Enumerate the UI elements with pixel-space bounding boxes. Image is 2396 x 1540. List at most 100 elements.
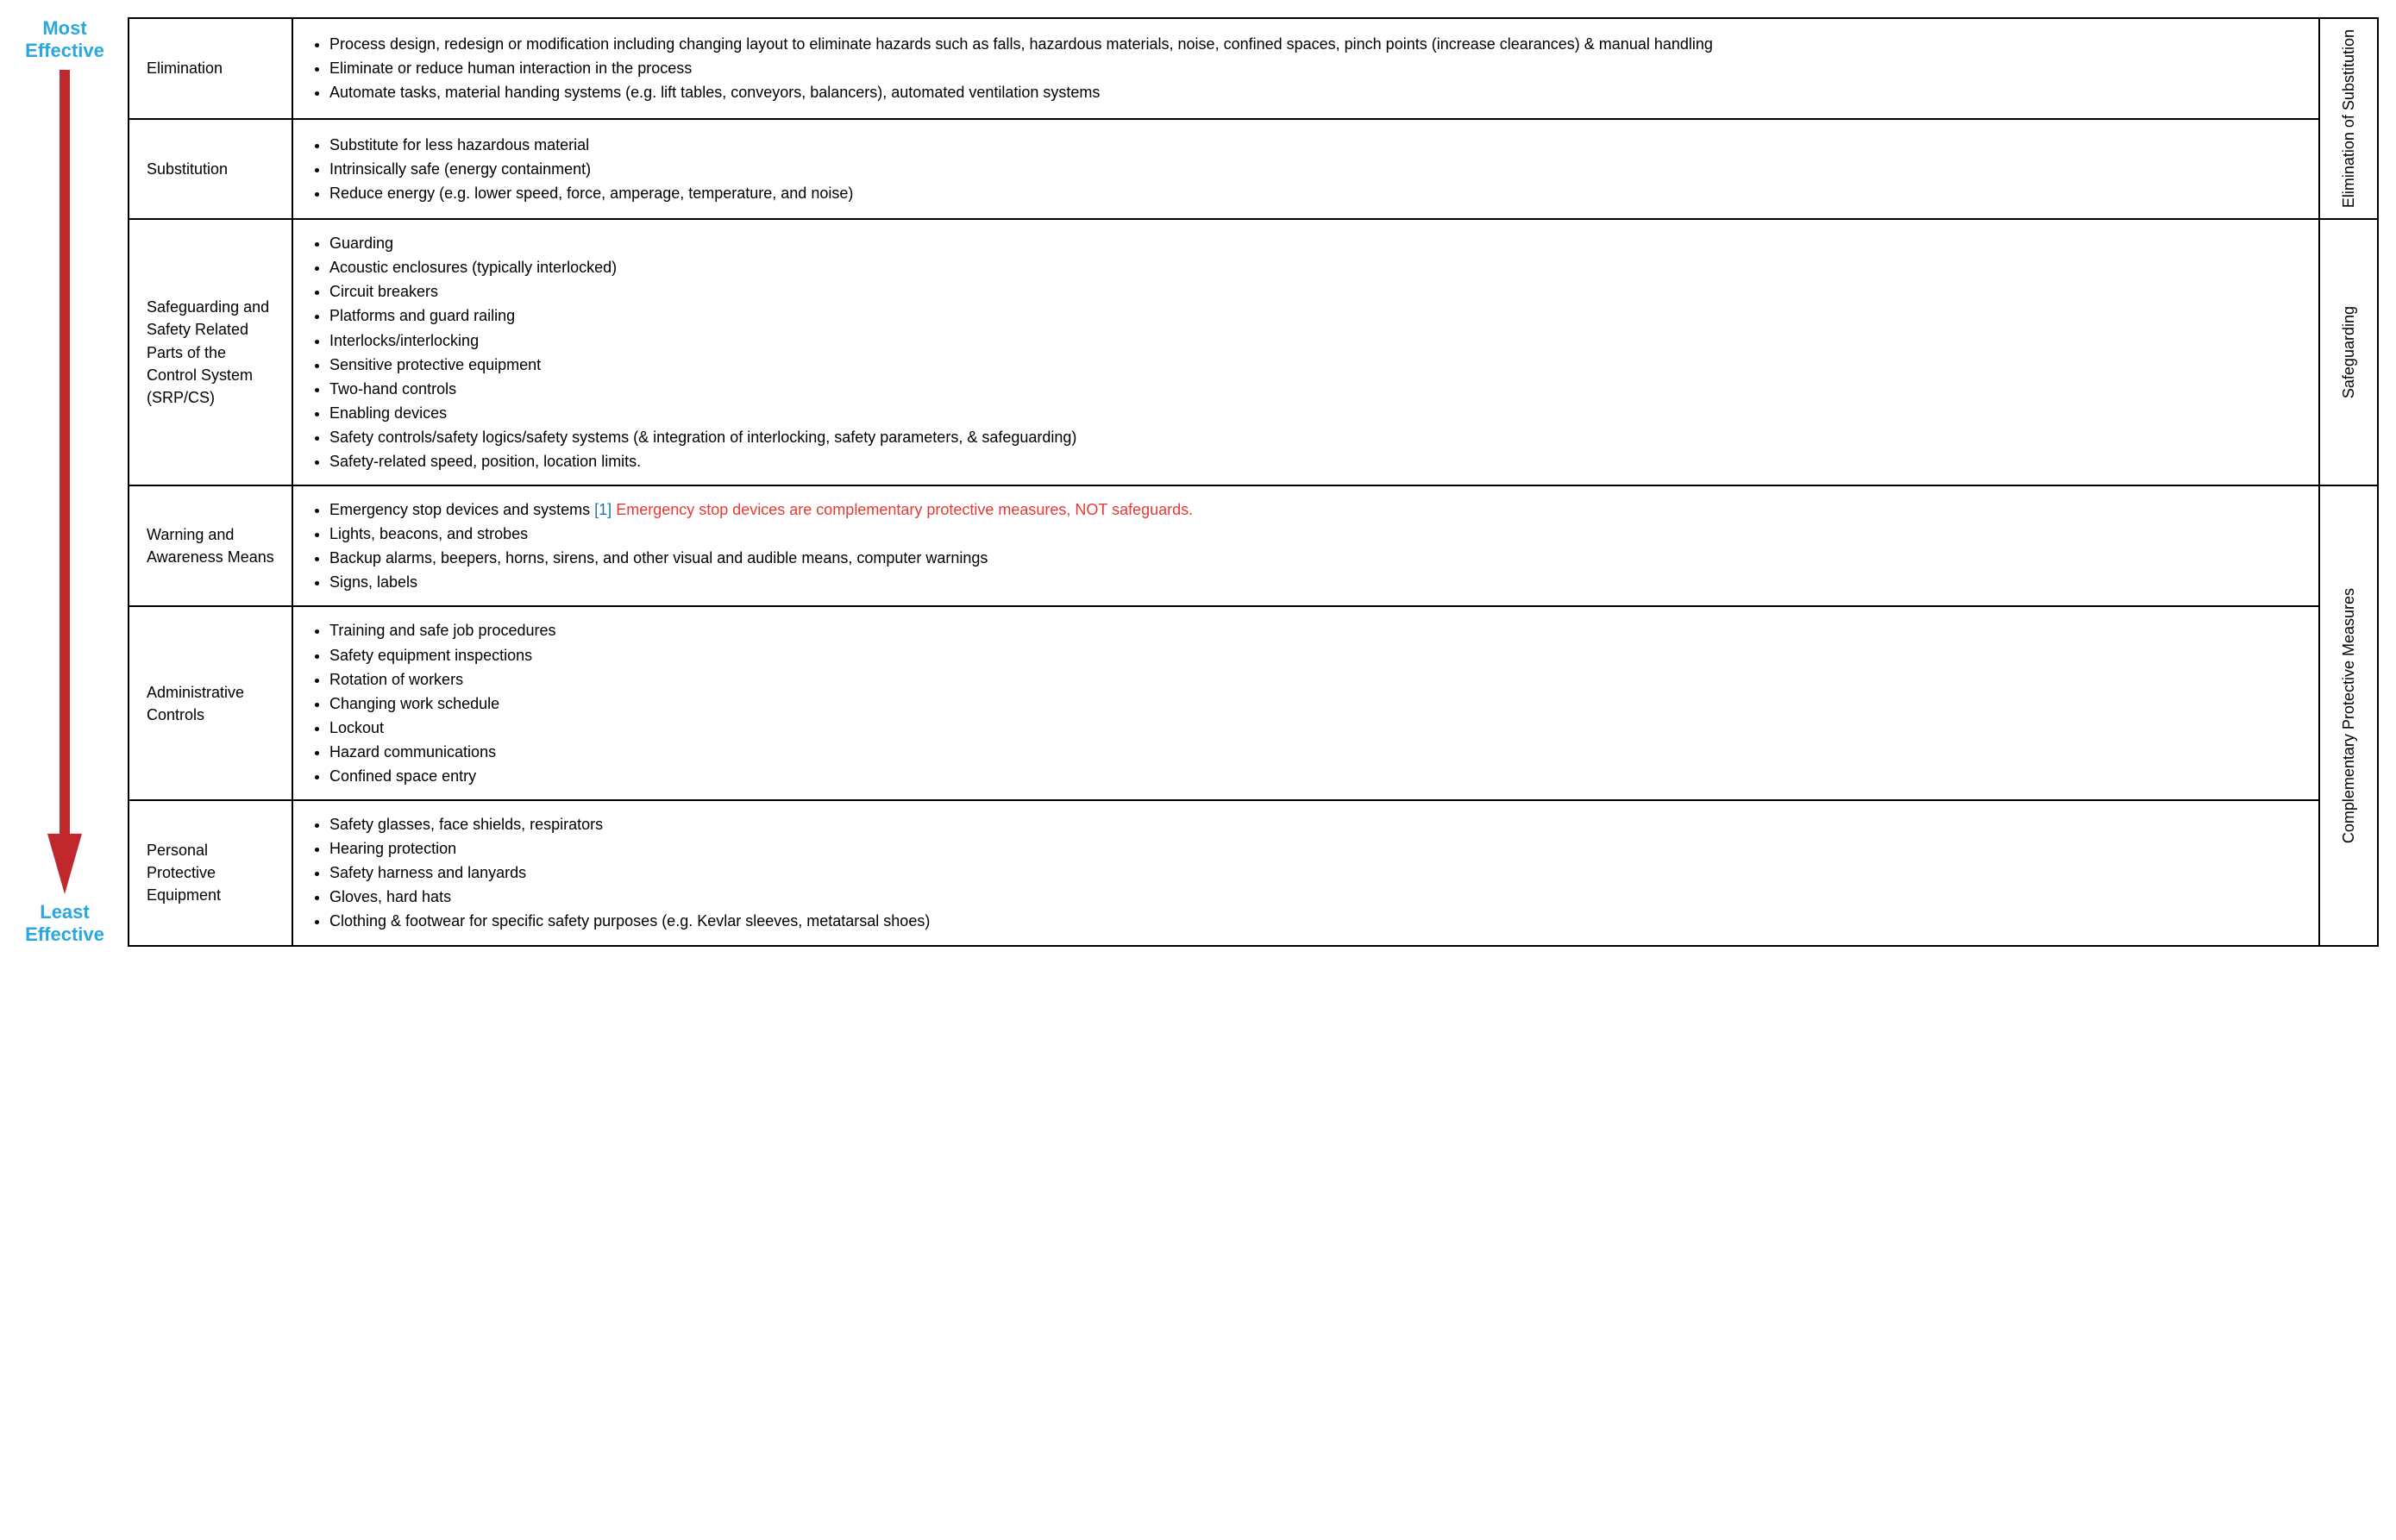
group-label-text: Elimination of Substitution <box>2337 29 2360 208</box>
list-item: Automate tasks, material handing systems… <box>329 81 2301 103</box>
row-label: Safeguarding and Safety Related Parts of… <box>129 219 292 485</box>
item-text: Automate tasks, material handing systems… <box>329 84 1100 101</box>
item-text: Hearing protection <box>329 840 456 857</box>
item-text: Acoustic enclosures (typically interlock… <box>329 259 617 276</box>
list-item: Safety controls/safety logics/safety sys… <box>329 426 2301 448</box>
list-item: Rotation of workers <box>329 668 2301 691</box>
item-text: Safety-related speed, position, location… <box>329 453 641 470</box>
item-list: Guarding Acoustic enclosures (typically i… <box>310 232 2301 473</box>
least-effective-label: Least Effective <box>25 901 104 947</box>
arrow-shaft <box>60 70 70 839</box>
item-text: Sensitive protective equipment <box>329 356 541 373</box>
group-label-text: Complementary Protective Measures <box>2337 588 2360 843</box>
list-item: Clothing & footwear for specific safety … <box>329 910 2301 932</box>
item-text: Safety controls/safety logics/safety sys… <box>329 429 1076 446</box>
item-text: Lockout <box>329 719 384 736</box>
table-row: Elimination Process design, redesign or m… <box>129 18 2378 119</box>
table-row: Substitution Substitute for less hazardou… <box>129 119 2378 220</box>
list-item: Guarding <box>329 232 2301 254</box>
row-label: Substitution <box>129 119 292 220</box>
item-text: Lights, beacons, and strobes <box>329 525 528 542</box>
item-text: Safety equipment inspections <box>329 647 532 664</box>
item-list: Process design, redesign or modification… <box>310 33 2301 103</box>
group-label-text: Safeguarding <box>2337 306 2360 398</box>
list-item: Platforms and guard railing <box>329 304 2301 327</box>
item-list: Emergency stop devices and systems [1] E… <box>310 498 2301 593</box>
item-text: Training and safe job procedures <box>329 622 556 639</box>
item-text: Safety glasses, face shields, respirator… <box>329 816 603 833</box>
item-text: Two-hand controls <box>329 380 456 398</box>
row-items: Training and safe job procedures Safety e… <box>292 606 2319 800</box>
row-items: Substitute for less hazardous material In… <box>292 119 2319 220</box>
item-list: Safety glasses, face shields, respirator… <box>310 813 2301 932</box>
item-list: Substitute for less hazardous material In… <box>310 134 2301 204</box>
list-item: Safety equipment inspections <box>329 644 2301 667</box>
list-item: Hearing protection <box>329 837 2301 860</box>
arrow-head <box>47 834 82 894</box>
list-item: Confined space entry <box>329 765 2301 787</box>
list-item: Reduce energy (e.g. lower speed, force, … <box>329 182 2301 204</box>
group-label: Complementary Protective Measures <box>2319 485 2378 946</box>
group-label: Safeguarding <box>2319 219 2378 485</box>
list-item: Training and safe job procedures <box>329 619 2301 642</box>
list-item: Process design, redesign or modification… <box>329 33 2301 55</box>
item-text: Substitute for less hazardous material <box>329 136 589 153</box>
list-item: Substitute for less hazardous material <box>329 134 2301 156</box>
hierarchy-diagram: Most Effective Least Effective Eliminati… <box>17 17 2379 947</box>
list-item: Emergency stop devices and systems [1] E… <box>329 498 2301 521</box>
list-item: Hazard communications <box>329 741 2301 763</box>
row-items: Process design, redesign or modification… <box>292 18 2319 119</box>
item-text: Emergency stop devices and systems <box>329 501 590 518</box>
list-item: Gloves, hard hats <box>329 886 2301 908</box>
item-text: Signs, labels <box>329 573 417 591</box>
item-text: Hazard communications <box>329 743 496 761</box>
row-items: Emergency stop devices and systems [1] E… <box>292 485 2319 606</box>
list-item: Safety-related speed, position, location… <box>329 450 2301 473</box>
list-item: Safety glasses, face shields, respirator… <box>329 813 2301 836</box>
item-text: Backup alarms, beepers, horns, sirens, a… <box>329 549 988 567</box>
list-item: Lights, beacons, and strobes <box>329 523 2301 545</box>
item-text: Safety harness and lanyards <box>329 864 526 881</box>
row-label: Administrative Controls <box>129 606 292 800</box>
item-text: Confined space entry <box>329 767 476 785</box>
list-item: Interlocks/interlocking <box>329 329 2301 352</box>
row-label: Warning and Awareness Means <box>129 485 292 606</box>
table-row: Warning and Awareness Means Emergency sto… <box>129 485 2378 606</box>
item-text: Gloves, hard hats <box>329 888 451 905</box>
item-text: Circuit breakers <box>329 283 438 300</box>
item-text: Changing work schedule <box>329 695 499 712</box>
row-items: Guarding Acoustic enclosures (typically i… <box>292 219 2319 485</box>
list-item: Enabling devices <box>329 402 2301 424</box>
reference-marker: [1] <box>594 501 612 518</box>
row-label: Personal Protective Equipment <box>129 800 292 945</box>
list-item: Two-hand controls <box>329 378 2301 400</box>
list-item: Safety harness and lanyards <box>329 861 2301 884</box>
list-item: Eliminate or reduce human interaction in… <box>329 57 2301 79</box>
list-item: Backup alarms, beepers, horns, sirens, a… <box>329 547 2301 569</box>
item-text: Rotation of workers <box>329 671 463 688</box>
item-text: Interlocks/interlocking <box>329 332 479 349</box>
list-item: Circuit breakers <box>329 280 2301 303</box>
table-row: Personal Protective Equipment Safety glas… <box>129 800 2378 945</box>
list-item: Signs, labels <box>329 571 2301 593</box>
down-arrow-icon <box>47 70 82 894</box>
list-item: Changing work schedule <box>329 692 2301 715</box>
row-label: Elimination <box>129 18 292 119</box>
item-note: Emergency stop devices are complementary… <box>616 501 1193 518</box>
controls-hierarchy-table: Elimination Process design, redesign or m… <box>128 17 2379 947</box>
item-text: Intrinsically safe (energy containment) <box>329 160 591 178</box>
item-text: Guarding <box>329 235 393 252</box>
item-list: Training and safe job procedures Safety e… <box>310 619 2301 787</box>
item-text: Clothing & footwear for specific safety … <box>329 912 930 930</box>
table-row: Administrative ControlsTraining and safe… <box>129 606 2378 800</box>
list-item: Intrinsically safe (energy containment) <box>329 158 2301 180</box>
list-item: Lockout <box>329 717 2301 739</box>
list-item: Acoustic enclosures (typically interlock… <box>329 256 2301 279</box>
group-label: Elimination of Substitution <box>2319 18 2378 219</box>
table-row: Safeguarding and Safety Related Parts of… <box>129 219 2378 485</box>
list-item: Sensitive protective equipment <box>329 354 2301 376</box>
effectiveness-arrow-column: Most Effective Least Effective <box>17 17 112 947</box>
item-text: Enabling devices <box>329 404 447 422</box>
item-text: Platforms and guard railing <box>329 307 515 324</box>
row-items: Safety glasses, face shields, respirator… <box>292 800 2319 945</box>
